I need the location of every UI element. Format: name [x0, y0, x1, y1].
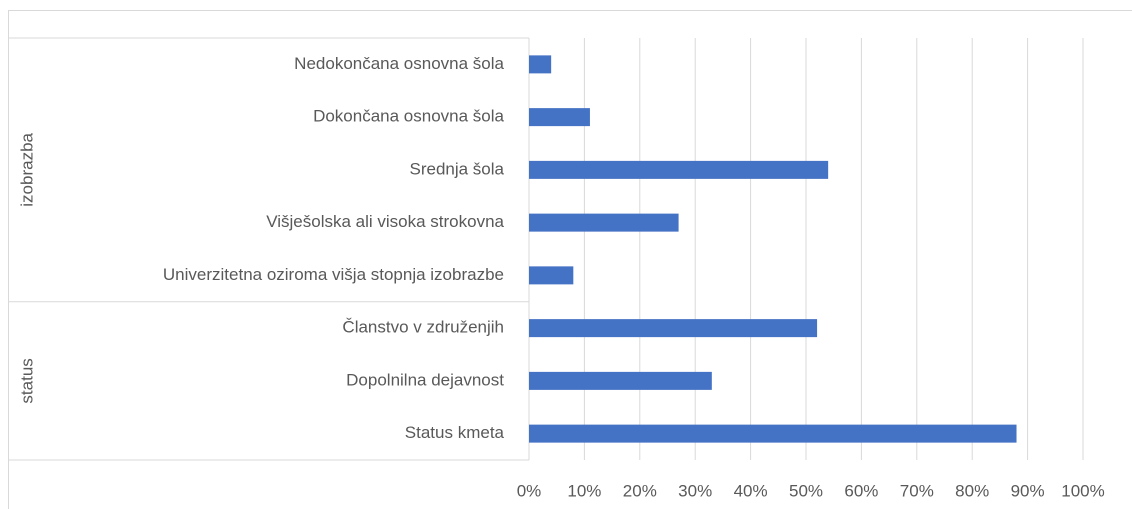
- x-tick-label: 70%: [900, 481, 934, 500]
- x-tick-label: 90%: [1011, 481, 1045, 500]
- group-label: izobrazba: [17, 132, 36, 206]
- y-tick-label: Dokončana osnovna šola: [313, 107, 504, 126]
- x-tick-label: 100%: [1061, 481, 1104, 500]
- x-tick-label: 20%: [623, 481, 657, 500]
- bar: [529, 160, 829, 179]
- y-tick-label: Status kmeta: [405, 423, 505, 442]
- y-tick-label: Nedokončana osnovna šola: [294, 54, 504, 73]
- bar: [529, 266, 574, 285]
- bar: [529, 371, 712, 390]
- x-tick-label: 50%: [789, 481, 823, 500]
- group-label: status: [17, 358, 36, 403]
- y-tick-label: Dopolnilna dejavnost: [346, 370, 504, 389]
- bar: [529, 213, 679, 232]
- x-tick-label: 40%: [734, 481, 768, 500]
- x-tick-label: 80%: [955, 481, 989, 500]
- y-tick-label: Univerzitetna oziroma višja stopnja izob…: [163, 265, 504, 284]
- x-tick-label: 10%: [567, 481, 601, 500]
- bar: [529, 55, 552, 74]
- y-tick-label: Članstvo v združenjih: [342, 318, 504, 337]
- bar: [529, 108, 590, 127]
- x-tick-label: 60%: [844, 481, 878, 500]
- bar: [529, 319, 818, 338]
- x-tick-label: 30%: [678, 481, 712, 500]
- y-tick-label: Višješolska ali visoka strokovna: [266, 212, 504, 231]
- chart-frame: [8, 10, 1132, 509]
- bar: [529, 424, 1017, 443]
- x-tick-label: 0%: [517, 481, 542, 500]
- y-tick-label: Srednja šola: [409, 159, 504, 178]
